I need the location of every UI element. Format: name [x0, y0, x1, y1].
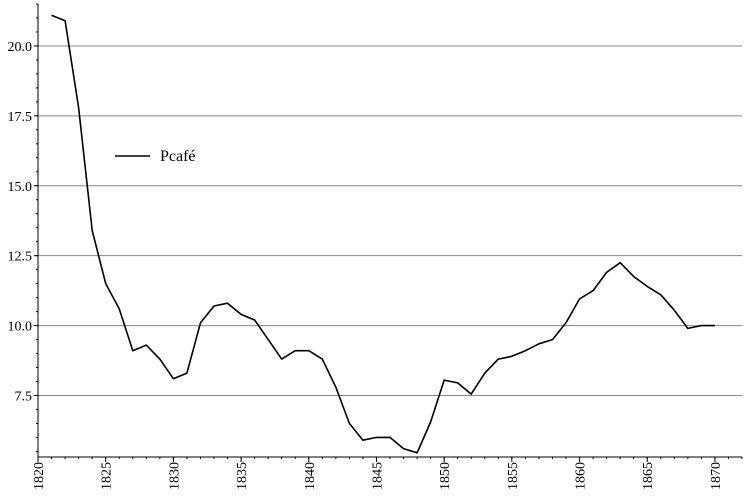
x-tick-label: 1835 [235, 462, 250, 490]
x-tick-label: 1830 [167, 462, 182, 490]
x-tick-label: 1845 [370, 462, 385, 490]
x-tick-label: 1865 [641, 462, 656, 490]
y-tick-label: 12.5 [8, 250, 33, 265]
y-tick-label: 20.0 [8, 40, 33, 55]
x-tick-label: 1855 [506, 462, 521, 490]
y-tick-label: 17.5 [8, 110, 33, 125]
x-tick-label: 1860 [574, 462, 589, 490]
x-tick-label: 1840 [303, 462, 318, 490]
y-tick-label: 7.5 [15, 389, 33, 404]
y-tick-label: 10.0 [8, 320, 33, 335]
y-tick-label: 15.0 [8, 180, 33, 195]
x-tick-label: 1825 [100, 462, 115, 490]
legend: Pcafé [115, 148, 196, 165]
series-layer [51, 14, 715, 454]
series-line [51, 14, 715, 454]
x-tick-label: 1850 [438, 462, 453, 490]
legend-label: Pcafé [160, 148, 196, 165]
gridlines [38, 45, 742, 396]
axes: 7.5 10.0 12.5 15.0 17.5 20.0 1820 1825 1830 1835 1… [8, 3, 743, 490]
x-tick-label: 1870 [709, 462, 724, 490]
x-tick-label: 1820 [32, 462, 47, 490]
